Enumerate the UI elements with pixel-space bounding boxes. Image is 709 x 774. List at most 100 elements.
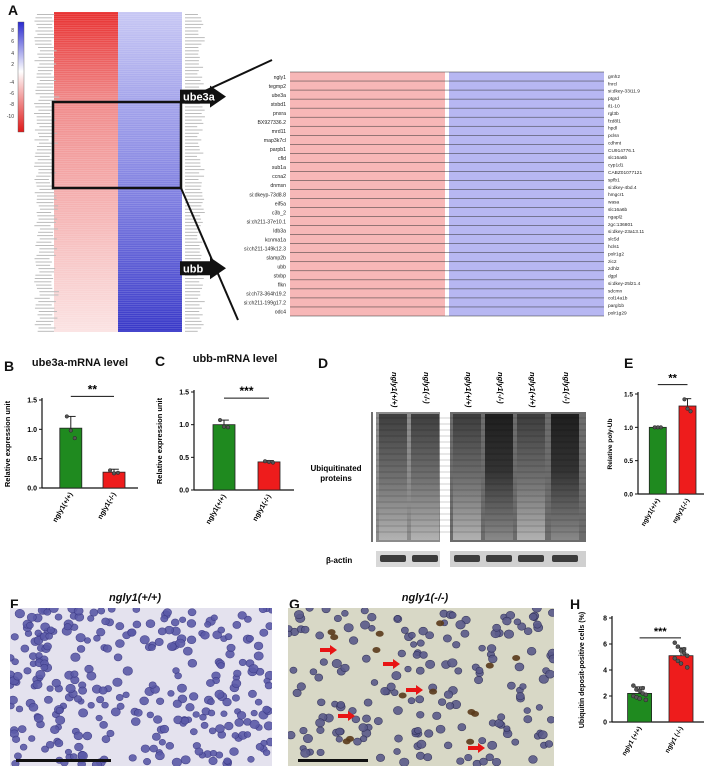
blot-lane-label: ngly1(+/+)	[464, 372, 473, 408]
zoom-connector-bottom	[180, 187, 239, 321]
heatmap-row-label	[39, 188, 57, 190]
ubiquitin-deposit	[485, 662, 494, 669]
heatmap-row-label	[185, 103, 200, 105]
heatmap-row-label	[38, 142, 59, 144]
panel-label-f: F	[10, 596, 19, 612]
heatmap-row-label	[34, 155, 50, 157]
cell-nucleus	[238, 658, 247, 666]
cell-nucleus	[76, 645, 86, 653]
heatmap-row-label	[38, 205, 59, 207]
heatmap-row-label	[185, 63, 199, 65]
cell-nucleus	[87, 615, 95, 622]
blot-lane-label: ngly1(+/+)	[390, 372, 399, 408]
cell-nucleus	[139, 696, 149, 706]
zoom-gene-label-left: si:dkeyp-73d8.8	[249, 192, 286, 198]
blot-lane-label: ngly1(+/+)	[528, 372, 537, 408]
y-axis-label: Relative expression unit	[155, 397, 164, 484]
cell-nucleus	[180, 755, 191, 765]
heatmap-row-label	[34, 225, 51, 227]
cell-nucleus	[289, 666, 298, 674]
chart-b-title: ube3a-mRNA level	[31, 357, 129, 369]
heatmap-row-label	[34, 20, 54, 22]
cell-nucleus	[115, 622, 125, 631]
cell-nucleus	[315, 631, 324, 640]
cell-nucleus	[393, 748, 401, 755]
heatmap-row-label	[185, 162, 201, 164]
heatmap-row-label	[185, 297, 199, 299]
bar-wildtype	[212, 424, 236, 491]
zoom-gene-label-right: si:dkey-4bd.4	[608, 185, 637, 191]
cell-nucleus	[192, 711, 200, 718]
cell-nucleus	[316, 726, 325, 734]
data-point	[637, 696, 642, 701]
heatmap-row-label	[37, 314, 53, 316]
cell-nucleus	[96, 628, 106, 637]
zoom-gene-label-right: il1-10	[608, 103, 620, 109]
cell-nucleus	[26, 621, 34, 629]
heatmap-row-label	[36, 14, 55, 15]
heatmap-row-label	[185, 212, 205, 213]
heatmap-row-label	[185, 182, 202, 184]
cell-nucleus	[115, 694, 124, 701]
cell-nucleus	[207, 698, 215, 706]
cell-nucleus	[358, 723, 368, 732]
data-point	[221, 424, 227, 429]
cell-nucleus	[55, 715, 66, 725]
zoom-gene-label-left: si:ch211-149k12.3	[244, 246, 286, 252]
heatmap-row-label	[38, 251, 55, 253]
heatmap-row-label	[185, 40, 205, 42]
cell-nucleus	[519, 683, 527, 690]
legend-tick-label: 4	[11, 51, 14, 57]
cell-nucleus	[455, 620, 466, 630]
heatmap-row-label	[185, 287, 203, 289]
legend-tick-label: -6	[10, 91, 15, 97]
legend-tick-label: -4	[10, 80, 15, 86]
panel-label-b: B	[4, 358, 15, 374]
cell-nucleus	[523, 707, 531, 714]
cell-nucleus	[45, 632, 53, 640]
heatmap-row-label	[38, 268, 56, 270]
cell-nucleus	[180, 716, 190, 725]
heatmap-row-label	[185, 33, 199, 35]
heatmap-row-label	[185, 70, 199, 72]
heatmap-row-label	[39, 50, 57, 52]
heatmap-zoom: ngly1 tegmp2 ube3a stxbd1 pnxra BX927336.2 mrd…	[180, 59, 645, 321]
cell-nucleus	[523, 627, 533, 636]
heatmap-row-label	[37, 33, 55, 35]
heatmap-overview: 8 6 4 2 -4 -6 -8 -10	[7, 11, 205, 332]
cell-nucleus	[546, 716, 554, 724]
cell-nucleus	[460, 629, 470, 638]
zoom-gene-label-right: cdhmt	[608, 140, 622, 146]
zoom-gene-label-right: hpdl	[608, 126, 617, 132]
cell-nucleus	[351, 715, 361, 724]
y-tick-label: 0.5	[624, 458, 633, 465]
heatmap-row-label	[185, 73, 198, 75]
heatmap-row-label	[37, 215, 56, 217]
cell-nucleus	[360, 608, 369, 615]
actin-band	[552, 555, 578, 562]
cell-nucleus	[523, 715, 533, 724]
data-point	[225, 425, 231, 430]
heatmap-row-label	[35, 182, 51, 184]
cell-nucleus	[478, 737, 487, 745]
heatmap-row-label	[185, 291, 201, 293]
cell-nucleus	[537, 730, 548, 740]
heatmap-row-label	[185, 122, 204, 124]
zoom-gene-label-left: odc4	[275, 310, 286, 316]
x-tick-label: ngly1 (+/+)	[621, 726, 643, 758]
cell-nucleus	[101, 735, 111, 744]
cell-nucleus	[259, 628, 269, 637]
data-point	[262, 459, 268, 464]
heatmap-row-label	[38, 99, 57, 101]
cell-nucleus	[128, 754, 137, 762]
zoom-gene-label-right: zgc:136801	[608, 222, 633, 228]
cell-nucleus	[28, 735, 36, 742]
cell-nucleus	[210, 614, 218, 621]
y-axis-label: Relative expression unit	[3, 400, 12, 487]
cell-nucleus	[492, 623, 501, 632]
scale-bar	[16, 759, 111, 762]
zoom-gene-label-left: eif5a	[275, 201, 286, 207]
zoom-gene-label-right: wasa	[608, 201, 620, 206]
ubiquitin-deposit	[330, 634, 339, 641]
cell-nucleus	[299, 726, 308, 735]
